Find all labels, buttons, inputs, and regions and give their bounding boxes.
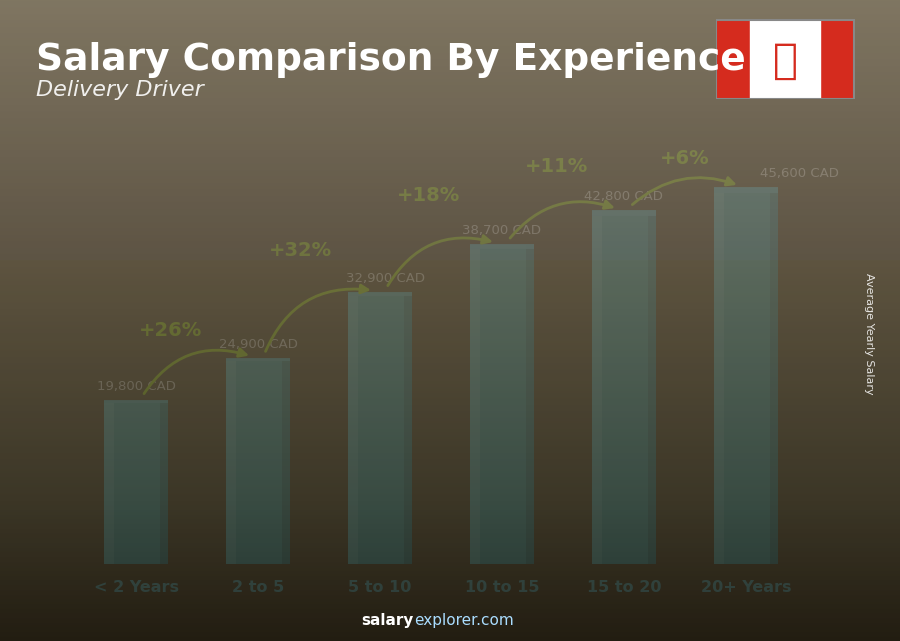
Bar [716,19,751,99]
Bar [592,212,602,564]
Bar [227,358,290,362]
Text: +6%: +6% [660,149,710,168]
Bar [592,210,655,215]
Bar [404,293,411,564]
Bar [348,293,411,564]
Text: 45,600 CAD: 45,600 CAD [760,167,840,180]
Bar [471,245,480,564]
Text: Average Yearly Salary: Average Yearly Salary [863,272,874,394]
Text: +26%: +26% [139,321,202,340]
Bar [471,244,534,249]
Text: 🍁: 🍁 [773,40,797,81]
Text: +11%: +11% [526,156,589,176]
Text: 38,700 CAD: 38,700 CAD [463,224,542,237]
Bar [714,188,724,564]
Bar [348,292,411,296]
Bar [104,401,114,564]
Bar [714,187,778,193]
Bar [820,19,855,99]
Bar [283,359,290,564]
Text: +32%: +32% [269,240,332,260]
Bar [348,293,358,564]
Bar [227,359,290,564]
Text: 19,800 CAD: 19,800 CAD [97,379,176,393]
Bar [160,401,168,564]
Text: Salary Comparison By Experience: Salary Comparison By Experience [36,42,746,78]
Bar [526,245,534,564]
Text: 32,900 CAD: 32,900 CAD [346,272,425,285]
Bar [714,188,778,564]
Bar [592,212,655,564]
Text: +18%: +18% [397,186,461,205]
Bar [751,19,820,99]
Bar [227,359,236,564]
Text: Delivery Driver: Delivery Driver [36,80,203,100]
Bar [770,188,778,564]
Text: 24,900 CAD: 24,900 CAD [219,338,298,351]
Text: 42,800 CAD: 42,800 CAD [584,190,663,203]
Bar [648,212,655,564]
Bar [104,401,168,564]
Text: salary: salary [362,613,414,628]
Bar [104,401,168,403]
Bar [471,245,534,564]
Text: explorer.com: explorer.com [414,613,514,628]
